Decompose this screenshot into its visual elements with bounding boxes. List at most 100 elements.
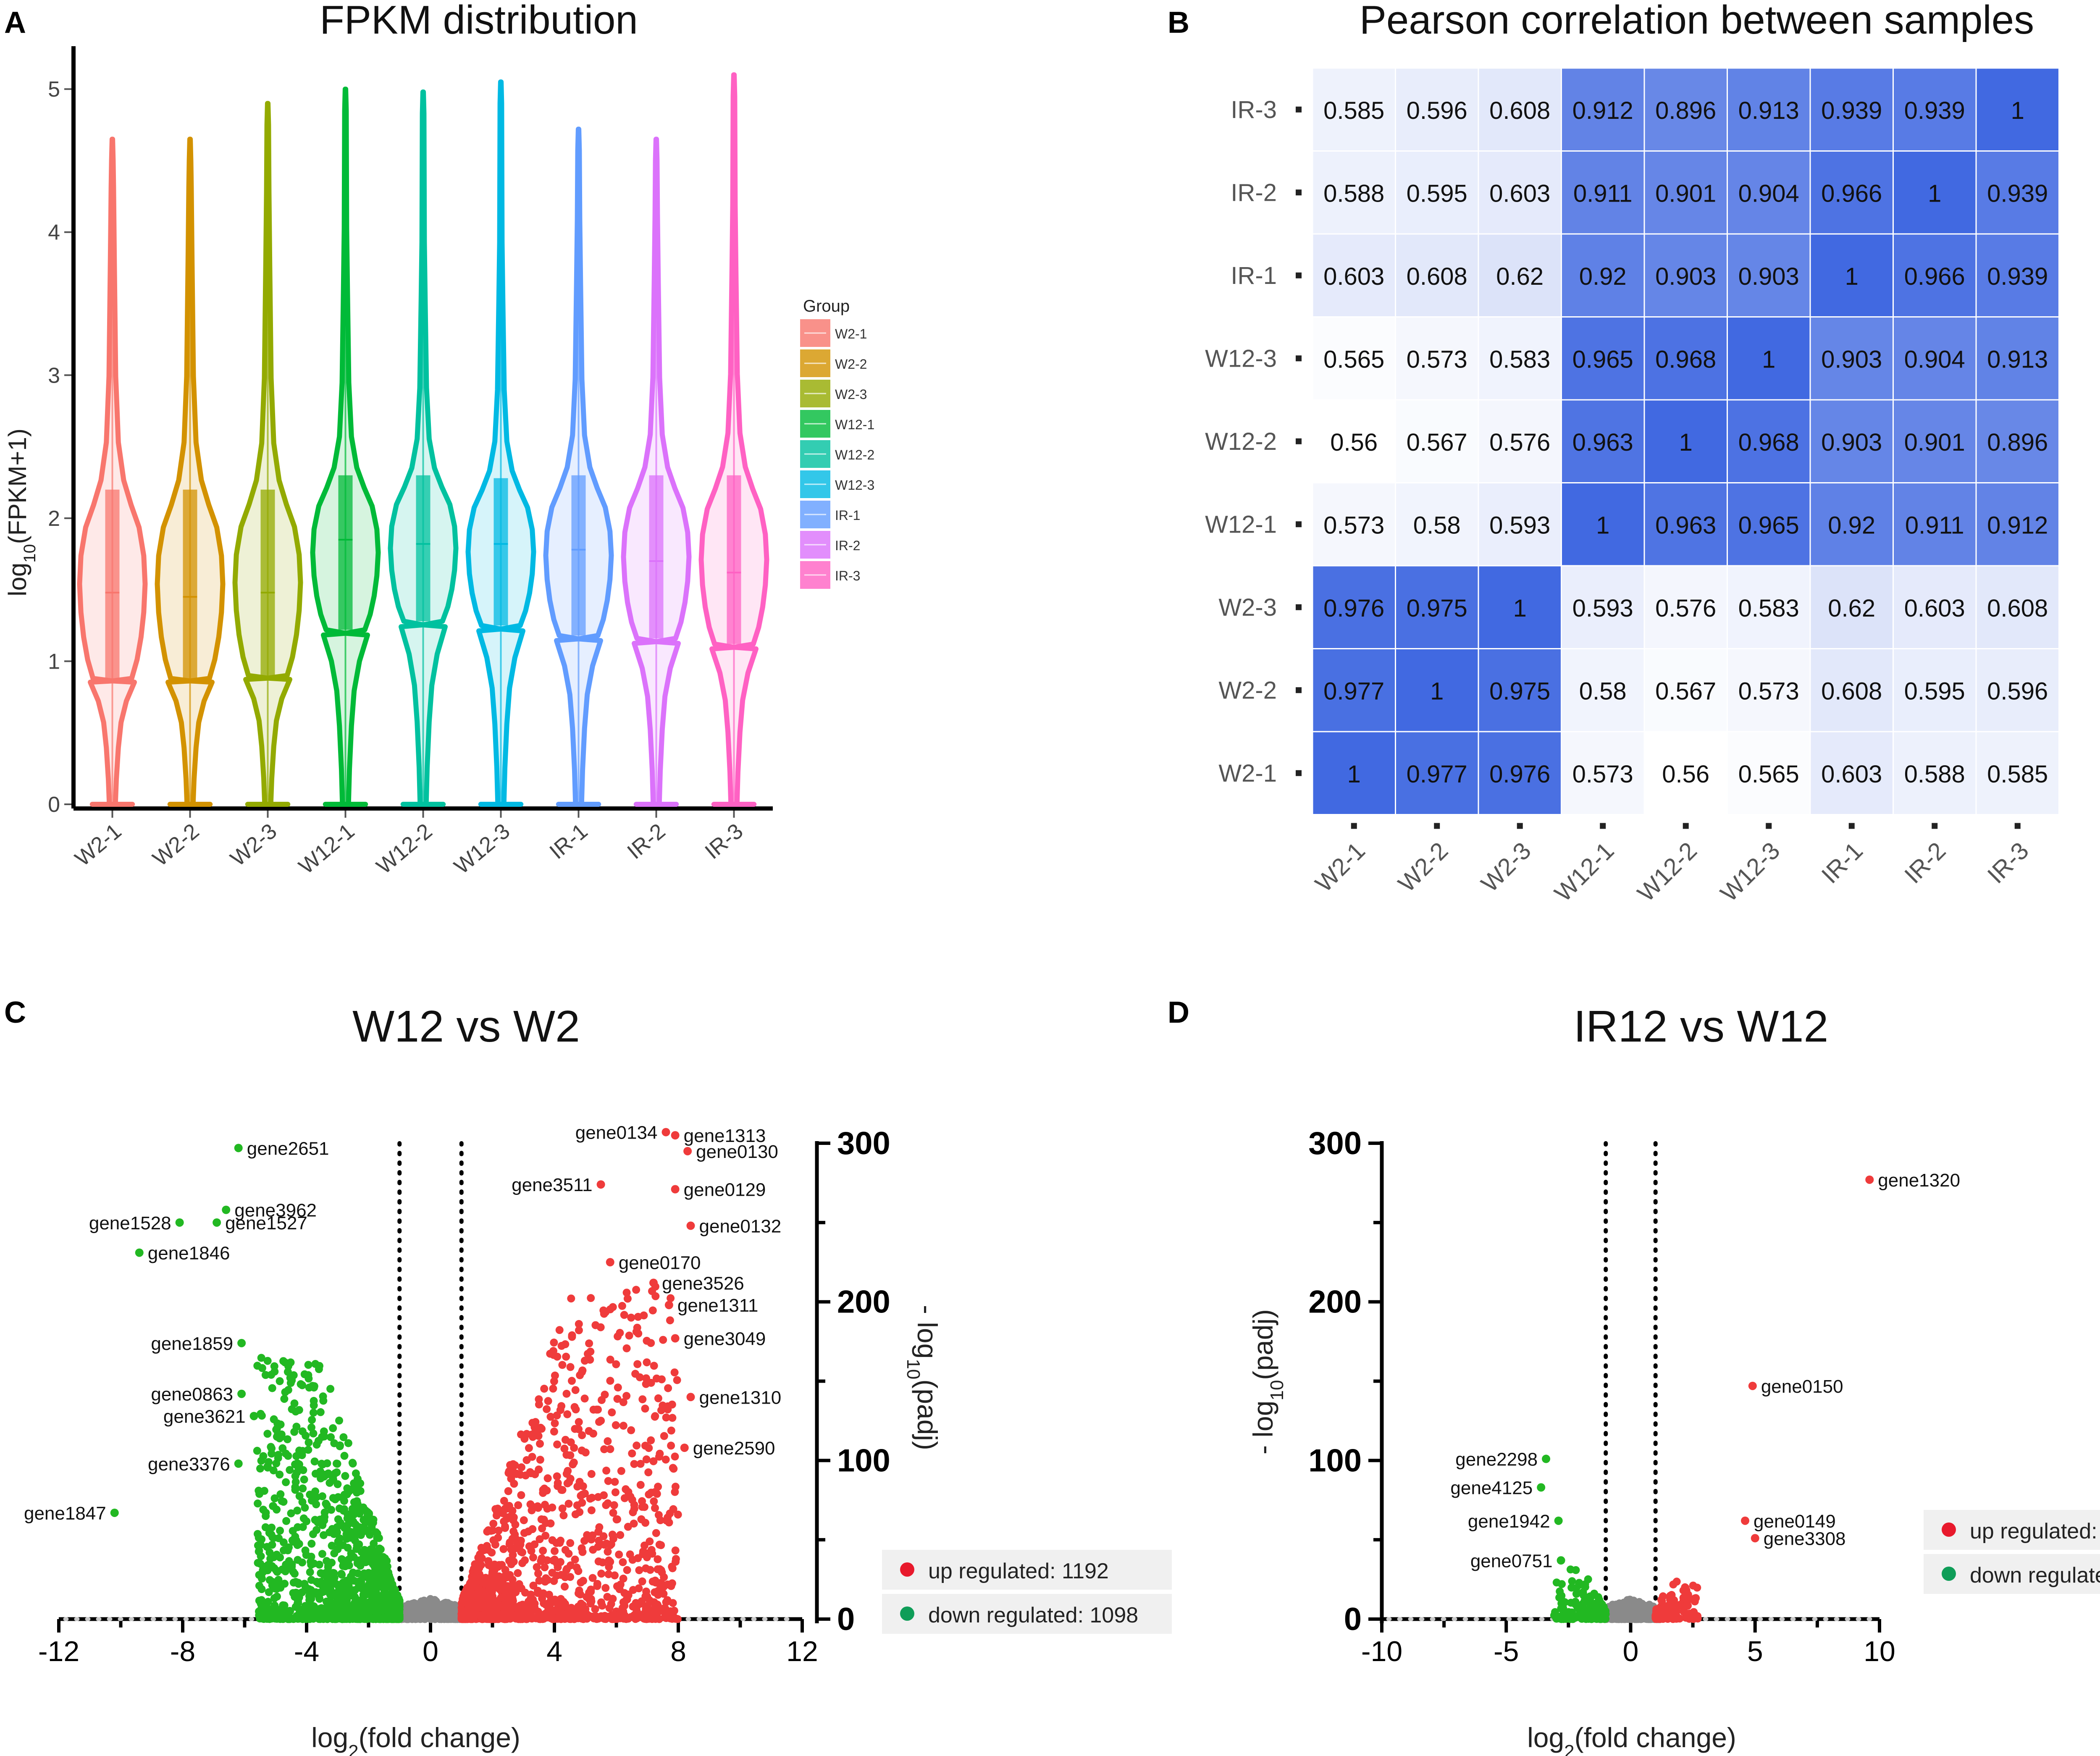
scatter-point <box>598 1601 606 1610</box>
scatter-point <box>641 1441 649 1450</box>
scatter-point <box>353 1497 361 1505</box>
gene-label: gene1528 <box>89 1213 171 1234</box>
scatter-point <box>293 1507 302 1515</box>
heatmap-value: 0.92 <box>1579 263 1627 290</box>
scatter-point <box>652 1529 660 1537</box>
gene-label: gene0130 <box>696 1142 778 1162</box>
y-tick <box>1296 521 1302 528</box>
heatmap-value: 0.565 <box>1738 761 1799 788</box>
heatmap-value: 0.593 <box>1489 512 1550 539</box>
scatter-point <box>574 1604 583 1612</box>
scatter-point <box>459 1614 467 1623</box>
scatter-point <box>499 1509 507 1517</box>
heatmap-cell <box>1395 482 1479 567</box>
scatter-point <box>1684 1591 1692 1599</box>
heatmap-value: 0.595 <box>1407 180 1467 207</box>
heatmap-cell <box>1727 150 1811 235</box>
scatter-point <box>575 1478 584 1486</box>
scatter-point <box>650 1605 659 1613</box>
heatmap-cell <box>1975 648 2060 732</box>
gene-label: gene0150 <box>1761 1376 1843 1397</box>
heatmap-cell <box>1395 399 1479 483</box>
scatter-point <box>351 1593 359 1601</box>
gene-label: gene0149 <box>1754 1511 1836 1532</box>
scatter-point <box>336 1601 344 1609</box>
scatter-point <box>550 1577 558 1585</box>
heatmap-cell <box>1561 67 1645 152</box>
scatter-point <box>364 1583 372 1591</box>
gene-label: gene2298 <box>1455 1449 1538 1470</box>
scatter-point <box>355 1509 364 1518</box>
scatter-point <box>570 1458 578 1467</box>
scatter-point <box>619 1398 627 1407</box>
gene-label: gene1846 <box>148 1243 230 1264</box>
scatter-point <box>499 1545 508 1553</box>
heatmap-cell <box>1975 731 2060 815</box>
scatter-point <box>294 1579 302 1587</box>
scatter-point <box>267 1606 275 1614</box>
scatter-point <box>340 1452 349 1460</box>
heatmap-cell <box>1809 648 1894 732</box>
scatter-point <box>633 1441 641 1450</box>
scatter-point <box>511 1520 520 1529</box>
scatter-point <box>308 1382 317 1390</box>
scatter-point <box>586 1494 594 1503</box>
scatter-point <box>671 1452 679 1461</box>
heatmap-cell <box>1727 565 1811 649</box>
legend-up-marker <box>1942 1522 1956 1537</box>
legend-item-label: IR-3 <box>835 568 860 583</box>
scatter-point <box>556 1536 565 1545</box>
scatter-point <box>335 1504 344 1513</box>
heatmap-cell <box>1395 233 1479 318</box>
scatter-point <box>506 1538 514 1546</box>
scatter-point <box>1624 1615 1632 1623</box>
scatter-point <box>668 1564 677 1572</box>
scatter-point <box>534 1504 542 1512</box>
scatter-point <box>308 1416 316 1424</box>
scatter-point <box>667 1426 675 1435</box>
scatter-point <box>338 1570 346 1579</box>
panel-a-violin-chart: FPKM distribution log10(FPKM+1) 0 1 2 3 4 5 W2… <box>3 0 874 879</box>
scatter-point <box>310 1397 318 1405</box>
y-tick <box>1296 106 1302 113</box>
scatter-point <box>619 1558 627 1566</box>
heatmap-value: 0.565 <box>1323 346 1384 373</box>
scatter-point <box>278 1610 286 1618</box>
scatter-point <box>494 1526 503 1535</box>
scatter-point <box>553 1440 562 1449</box>
scatter-point <box>320 1513 329 1521</box>
scatter-point <box>630 1520 638 1528</box>
scatter-point <box>513 1540 522 1548</box>
scatter-point <box>551 1371 559 1380</box>
scatter-point <box>276 1490 285 1499</box>
y-tick-label: 4 <box>48 220 60 245</box>
labeled-gene-point <box>1537 1483 1546 1492</box>
scatter-point <box>594 1528 603 1536</box>
scatter-point <box>340 1497 348 1505</box>
scatter-point <box>1669 1580 1677 1589</box>
labeled-gene-point <box>683 1147 692 1155</box>
scatter-point <box>370 1539 378 1548</box>
scatter-point <box>623 1614 632 1622</box>
scatter-point <box>325 1597 333 1605</box>
scatter-point <box>366 1574 375 1583</box>
gene-label: gene3308 <box>1764 1528 1846 1549</box>
gene-label: gene0170 <box>619 1252 701 1273</box>
scatter-point <box>619 1575 627 1583</box>
heatmap-value: 0.903 <box>1738 263 1799 290</box>
scatter-point <box>295 1540 303 1548</box>
heatmap-value: 0.608 <box>1489 97 1550 124</box>
labeled-gene-point <box>1554 1516 1563 1525</box>
scatter-point <box>258 1364 266 1372</box>
scatter-point <box>538 1425 546 1433</box>
scatter-point <box>647 1546 656 1554</box>
scatter-point <box>394 1608 403 1616</box>
scatter-point <box>291 1570 299 1578</box>
scatter-point <box>1664 1601 1672 1610</box>
scatter-point <box>270 1415 278 1423</box>
heatmap-value: 0.608 <box>1987 595 2048 622</box>
scatter-point <box>339 1433 348 1441</box>
scatter-point <box>609 1535 617 1543</box>
scatter-point <box>555 1326 564 1334</box>
x-tick-label: 12 <box>786 1635 818 1667</box>
